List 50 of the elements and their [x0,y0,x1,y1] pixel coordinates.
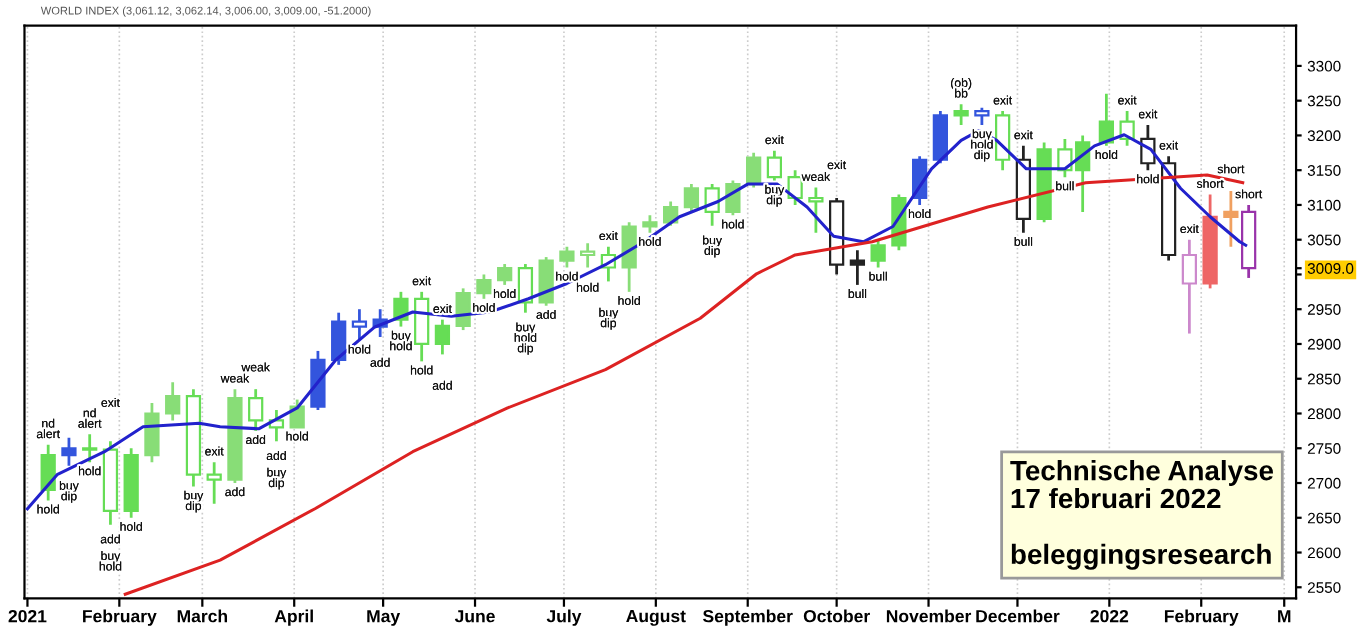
candlestick [517,262,534,315]
candlestick [953,102,969,127]
x-tick-label: April [274,609,313,626]
candlestick [559,245,575,269]
candlestick [683,182,700,214]
candlestick [455,286,471,332]
annotation: beleggingsresearch [1011,543,1271,570]
x-tick-label: September [703,609,793,626]
candlestick [580,241,596,269]
x-tick-label: May [367,610,401,626]
candlestick [206,460,222,506]
candlestick [248,387,264,433]
x-tick-label: August [626,610,686,626]
candlestick [621,220,637,294]
candlestick [144,401,160,464]
candlestick [1181,238,1197,335]
candlestick [538,255,554,308]
x-tick-label: March [177,609,228,623]
candlestick [849,248,866,287]
annotation: Technische Analyse 17 februari 2022 [1010,460,1274,509]
x-tick-label: November [886,609,972,623]
candlestick [289,398,305,429]
candlestick [870,238,886,269]
candlestick [746,151,762,189]
candlestick [82,432,98,464]
candlestick [1223,189,1239,249]
x-tick-label: June [454,610,495,623]
x-tick-label: February [83,609,157,626]
x-tick-label: M [1278,610,1291,623]
x-tick-label: 2021 [8,609,47,623]
candlestick [932,109,949,165]
candlestick [995,109,1011,172]
x-tick-label: February [1164,609,1239,626]
candlestick [414,290,430,363]
candlestick [725,179,741,217]
candlestick [434,318,451,356]
x-tick-label: 2022 [1090,609,1129,623]
x-tick-label: July [546,609,582,626]
candlestick [331,311,347,367]
candlestick [766,149,783,183]
candlestick [351,307,368,342]
candlestick [268,408,285,443]
candlestick [476,273,492,301]
candlestick [808,186,824,235]
candlestick [310,349,326,412]
candlestick [165,380,181,422]
x-tick-label: October [803,609,870,623]
candlestick [61,436,77,468]
x-tick-label: December [976,609,1060,623]
candlestick [497,262,513,287]
